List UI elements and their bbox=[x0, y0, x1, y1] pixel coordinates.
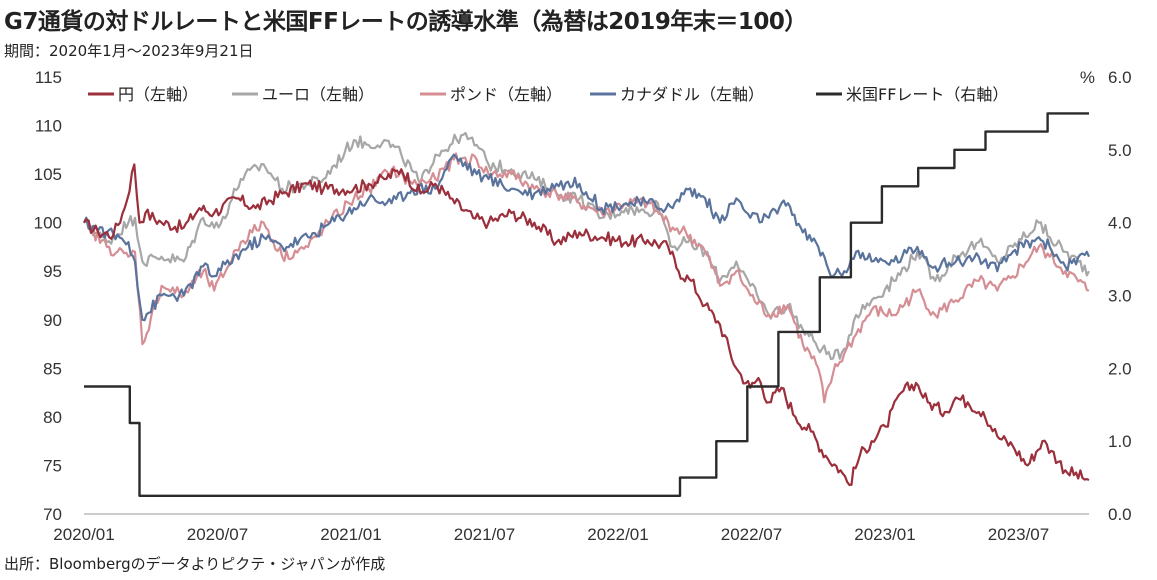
x-axis-tick-label: 2020/07 bbox=[187, 525, 248, 544]
right-axis-tick-label: 6.0 bbox=[1108, 68, 1132, 87]
chart-period: 期間：2020年1月～2023年9月21日 bbox=[4, 42, 254, 60]
right-axis-tick-label: 0.0 bbox=[1108, 505, 1132, 524]
legend-label: 米国FFレート（右軸） bbox=[846, 85, 1008, 104]
right-axis-unit: % bbox=[1080, 68, 1095, 87]
left-axis-tick-label: 100 bbox=[34, 214, 62, 233]
right-axis-tick-label: 5.0 bbox=[1108, 141, 1132, 160]
chart-title: G7通貨の対ドルレートと米国FFレートの誘導水準（為替は2019年末＝100） bbox=[4, 9, 807, 35]
legend-label: カナダドル（左軸） bbox=[620, 85, 764, 104]
left-axis-tick-label: 110 bbox=[35, 117, 62, 136]
series-line-3 bbox=[83, 153, 1091, 322]
chart-source: 出所：Bloombergのデータよりピクテ・ジャパンが作成 bbox=[4, 555, 386, 573]
left-axis-tick-label: 115 bbox=[35, 68, 62, 87]
chart-series bbox=[83, 112, 1091, 497]
x-axis-tick-label: 2021/01 bbox=[320, 525, 381, 544]
left-axis-tick-label: 70 bbox=[43, 505, 62, 524]
right-axis-tick-label: 1.0 bbox=[1108, 432, 1132, 451]
legend-label: 円（左軸） bbox=[118, 85, 198, 104]
x-axis-tick-label: 2022/07 bbox=[721, 525, 782, 544]
legend-label: ユーロ（左軸） bbox=[262, 85, 374, 104]
chart-legend: 円（左軸） ユーロ（左軸） ポンド（左軸） カナダドル（左軸） 米国FFレート（右軸） bbox=[88, 85, 1008, 104]
x-axis-tick-label: 2023/01 bbox=[854, 525, 915, 544]
legend-label: ポンド（左軸） bbox=[450, 85, 562, 104]
left-axis-tick-label: 85 bbox=[43, 359, 62, 378]
right-axis-tick-label: 3.0 bbox=[1108, 287, 1132, 306]
left-axis-tick-label: 105 bbox=[34, 165, 62, 184]
x-axis-tick-label: 2020/01 bbox=[53, 525, 114, 544]
chart-axes: 70 75 80 85 90 95 100 105 110 115 0.0 1.0 2.0 3.0 4.0 5… bbox=[34, 68, 1132, 544]
right-axis-tick-label: 4.0 bbox=[1108, 214, 1132, 233]
left-axis-tick-label: 95 bbox=[43, 262, 62, 281]
right-axis-tick-label: 2.0 bbox=[1108, 359, 1132, 378]
x-axis-tick-label: 2023/07 bbox=[988, 525, 1049, 544]
series-line-0 bbox=[83, 163, 1090, 486]
x-axis-tick-label: 2022/01 bbox=[587, 525, 648, 544]
series-line-2 bbox=[83, 152, 1090, 404]
x-axis-tick-label: 2021/07 bbox=[454, 525, 515, 544]
left-axis-tick-label: 75 bbox=[43, 456, 62, 475]
left-axis-tick-label: 90 bbox=[43, 311, 62, 330]
left-axis-tick-label: 80 bbox=[43, 408, 62, 427]
series-line-4 bbox=[84, 112, 1089, 497]
